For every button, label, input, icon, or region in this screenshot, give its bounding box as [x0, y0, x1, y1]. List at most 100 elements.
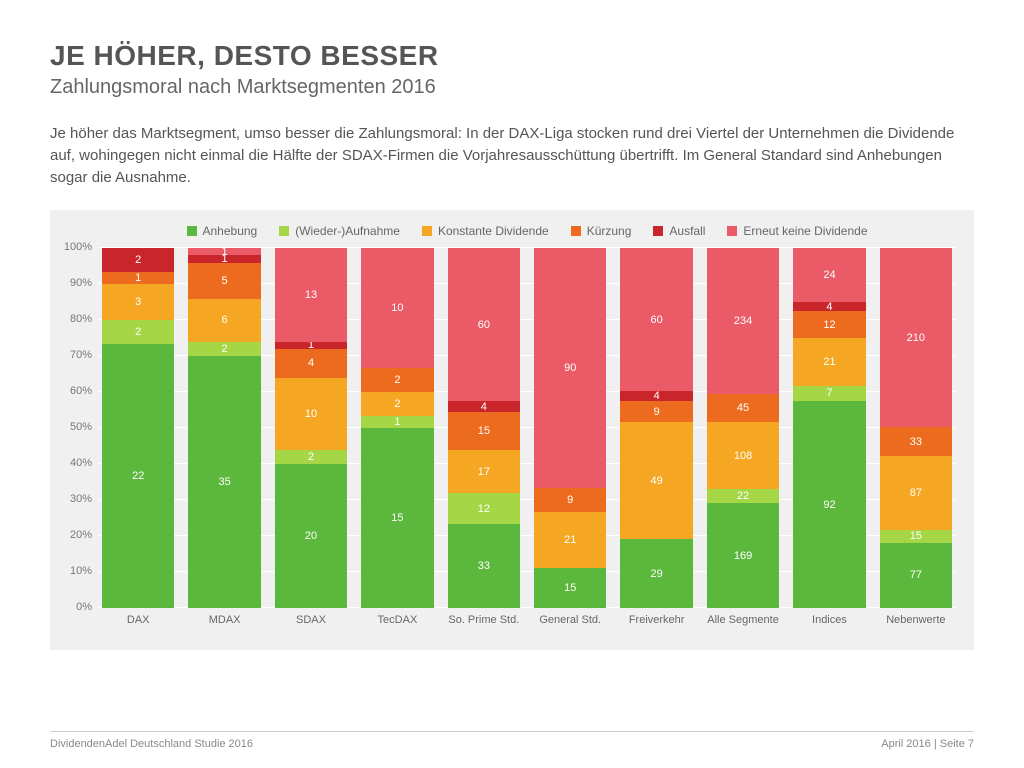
- ytick-label: 90%: [54, 277, 92, 289]
- bar-segment: 10: [361, 248, 433, 368]
- ytick-label: 20%: [54, 529, 92, 541]
- legend-label: Ausfall: [669, 224, 705, 238]
- legend-item: Konstante Dividende: [422, 224, 549, 238]
- bar-segment: 2: [102, 320, 174, 344]
- bar-segment: 60: [620, 248, 692, 391]
- bar-column: 29499460: [620, 248, 692, 608]
- legend-swatch: [653, 226, 663, 236]
- bar-segment: 4: [620, 391, 692, 401]
- bar-segment: 24: [793, 248, 865, 302]
- bar-segment: 1: [361, 416, 433, 428]
- category-label: Nebenwerte: [880, 614, 952, 626]
- bar-segment: 2: [275, 450, 347, 464]
- footer-right: April 2016 | Seite 7: [881, 738, 974, 750]
- legend-item: (Wieder-)Aufnahme: [279, 224, 400, 238]
- legend-label: Konstante Dividende: [438, 224, 549, 238]
- chart-plot: 0%10%20%30%40%50%60%70%80%90%100%2223123…: [98, 248, 956, 608]
- bar-column: 1521990: [534, 248, 606, 608]
- bar-segment: 22: [707, 489, 779, 503]
- bar-segment: 17: [448, 450, 520, 493]
- bar-segment: 20: [275, 464, 347, 608]
- category-label: SDAX: [275, 614, 347, 626]
- bar-segment: 29: [620, 539, 692, 608]
- bar-segment: 77: [880, 543, 952, 609]
- chart-legend: Anhebung (Wieder-)Aufnahme Konstante Divid…: [98, 224, 956, 238]
- bar-segment: 4: [793, 302, 865, 311]
- bar-column: 9272112424: [793, 248, 865, 608]
- bar-segment: 2: [361, 392, 433, 416]
- legend-item: Erneut keine Dividende: [727, 224, 867, 238]
- bar-segment: 3: [102, 284, 174, 320]
- page-title: JE HÖHER, DESTO BESSER: [50, 40, 974, 72]
- bar-segment: 1: [275, 342, 347, 349]
- bar-segment: 2: [102, 248, 174, 272]
- bar-column: 1512210: [361, 248, 433, 608]
- bar-segment: 60: [448, 248, 520, 401]
- bar-segment: 15: [880, 530, 952, 543]
- bar-segment: 49: [620, 422, 692, 539]
- bar-segment: 21: [793, 338, 865, 385]
- bar-column: 33121715460: [448, 248, 520, 608]
- bar-segment: 9: [620, 401, 692, 422]
- chart-category-labels: DAXMDAXSDAXTecDAXSo. Prime Std.General S…: [98, 608, 956, 626]
- bar-segment: 12: [448, 493, 520, 524]
- bar-segment: 15: [361, 428, 433, 608]
- bar-segment: 4: [448, 401, 520, 411]
- ytick-label: 60%: [54, 385, 92, 397]
- bar-segment: 169: [707, 503, 779, 608]
- bar-segment: 1: [102, 272, 174, 284]
- category-label: So. Prime Std.: [448, 614, 520, 626]
- page-footer: DividendenAdel Deutschland Studie 2016 A…: [50, 731, 974, 750]
- ytick-label: 0%: [54, 601, 92, 613]
- bar-column: 3526511: [188, 248, 260, 608]
- ytick-label: 30%: [54, 493, 92, 505]
- bar-column: 202104113: [275, 248, 347, 608]
- bar-segment: 2: [188, 342, 260, 356]
- bar-segment: 13: [275, 248, 347, 342]
- bar-segment: 4: [275, 349, 347, 378]
- bar-segment: 22: [102, 344, 174, 608]
- bar-column: 1692210845234: [707, 248, 779, 608]
- ytick-label: 100%: [54, 241, 92, 253]
- legend-item: Ausfall: [653, 224, 705, 238]
- bar-segment: 15: [534, 568, 606, 608]
- bar-column: 77158733210: [880, 248, 952, 608]
- bar-segment: 92: [793, 401, 865, 608]
- legend-item: Kürzung: [571, 224, 632, 238]
- legend-label: (Wieder-)Aufnahme: [295, 224, 400, 238]
- legend-item: Anhebung: [187, 224, 258, 238]
- chart-description: Je höher das Marktsegment, umso besser d…: [50, 123, 960, 188]
- footer-left: DividendenAdel Deutschland Studie 2016: [50, 738, 253, 750]
- legend-swatch: [422, 226, 432, 236]
- bar-segment: 210: [880, 248, 952, 427]
- ytick-label: 80%: [54, 313, 92, 325]
- category-label: MDAX: [188, 614, 260, 626]
- bar-segment: 234: [707, 248, 779, 394]
- category-label: Alle Segmente: [707, 614, 779, 626]
- bar-segment: 10: [275, 378, 347, 450]
- category-label: TecDAX: [361, 614, 433, 626]
- chart-container: Anhebung (Wieder-)Aufnahme Konstante Divid…: [50, 210, 974, 650]
- page-subtitle: Zahlungsmoral nach Marktsegmenten 2016: [50, 76, 974, 99]
- legend-label: Anhebung: [203, 224, 258, 238]
- category-label: Freiverkehr: [620, 614, 692, 626]
- bar-segment: 5: [188, 263, 260, 299]
- ytick-label: 50%: [54, 421, 92, 433]
- bar-segment: 35: [188, 356, 260, 608]
- bar-column: 222312: [102, 248, 174, 608]
- bar-segment: 1: [188, 255, 260, 262]
- legend-swatch: [571, 226, 581, 236]
- legend-swatch: [727, 226, 737, 236]
- bar-segment: 2: [361, 368, 433, 392]
- category-label: Indices: [793, 614, 865, 626]
- bar-segment: 33: [880, 427, 952, 455]
- legend-label: Erneut keine Dividende: [743, 224, 867, 238]
- ytick-label: 10%: [54, 565, 92, 577]
- bar-segment: 87: [880, 456, 952, 530]
- bar-segment: 90: [534, 248, 606, 488]
- bar-segment: 6: [188, 299, 260, 342]
- bar-segment: 1: [188, 248, 260, 255]
- bar-segment: 33: [448, 524, 520, 608]
- bar-segment: 7: [793, 386, 865, 402]
- legend-swatch: [187, 226, 197, 236]
